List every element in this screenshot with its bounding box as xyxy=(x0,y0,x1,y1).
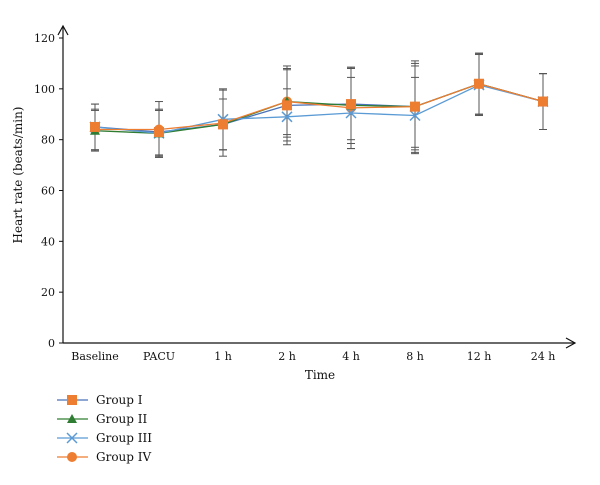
x-tick-label: 24 h xyxy=(531,350,556,363)
x-tick-label: 4 h xyxy=(342,350,360,363)
x-axis-ticks: Baseline PACU 1 h 2 h 4 h 8 h 12 h 24 h xyxy=(71,350,555,363)
legend: Group I Group II Group III Group IV xyxy=(57,393,152,464)
data-point xyxy=(90,121,100,132)
y-tick-label: 80 xyxy=(41,134,55,147)
x-tick-label: PACU xyxy=(143,350,175,363)
x-tick-label: 8 h xyxy=(406,350,424,363)
y-axis-ticks: 0 20 40 60 80 100 120 xyxy=(34,32,63,350)
series-line xyxy=(94,83,544,133)
legend-label: Group IV xyxy=(96,450,152,464)
data-point xyxy=(218,119,228,130)
x-axis-arrow xyxy=(565,337,577,349)
legend-label: Group III xyxy=(96,431,152,445)
data-point xyxy=(154,127,164,138)
x-tick-label: 2 h xyxy=(278,350,296,363)
data-point xyxy=(346,99,356,110)
y-tick-label: 60 xyxy=(41,185,55,198)
y-tick-label: 40 xyxy=(41,235,55,248)
series-line xyxy=(94,84,544,134)
data-point-stroke xyxy=(345,107,357,119)
x-tick-label: Baseline xyxy=(71,350,118,363)
data-point xyxy=(345,107,357,119)
x-axis-title: Time xyxy=(305,368,335,382)
data-point-stroke xyxy=(409,109,421,122)
legend-label: Group II xyxy=(96,412,148,426)
data-point-stroke xyxy=(281,111,293,123)
legend-marker xyxy=(67,395,77,405)
data-point xyxy=(410,101,420,112)
x-tick-label: 1 h xyxy=(214,350,232,363)
legend-marker xyxy=(67,452,77,462)
legend-marker xyxy=(67,414,77,423)
y-tick-label: 120 xyxy=(34,32,55,45)
data-point xyxy=(282,100,292,111)
axes xyxy=(57,24,577,349)
y-tick-label: 0 xyxy=(48,337,55,350)
y-tick-label: 20 xyxy=(41,286,55,299)
x-tick-label: 12 h xyxy=(467,350,492,363)
legend-marker xyxy=(66,432,78,444)
data-point xyxy=(281,111,293,123)
series-line xyxy=(95,83,544,131)
y-axis-arrow xyxy=(57,24,69,36)
y-tick-label: 100 xyxy=(34,83,55,96)
data-point xyxy=(409,109,421,122)
legend-marker-stroke xyxy=(66,432,78,444)
data-point xyxy=(474,78,484,89)
series-lines xyxy=(94,83,544,134)
y-axis-title: Heart rate (beats/min) xyxy=(11,107,25,244)
series-markers xyxy=(89,78,549,139)
legend-label: Group I xyxy=(96,393,143,407)
data-point xyxy=(538,96,548,107)
